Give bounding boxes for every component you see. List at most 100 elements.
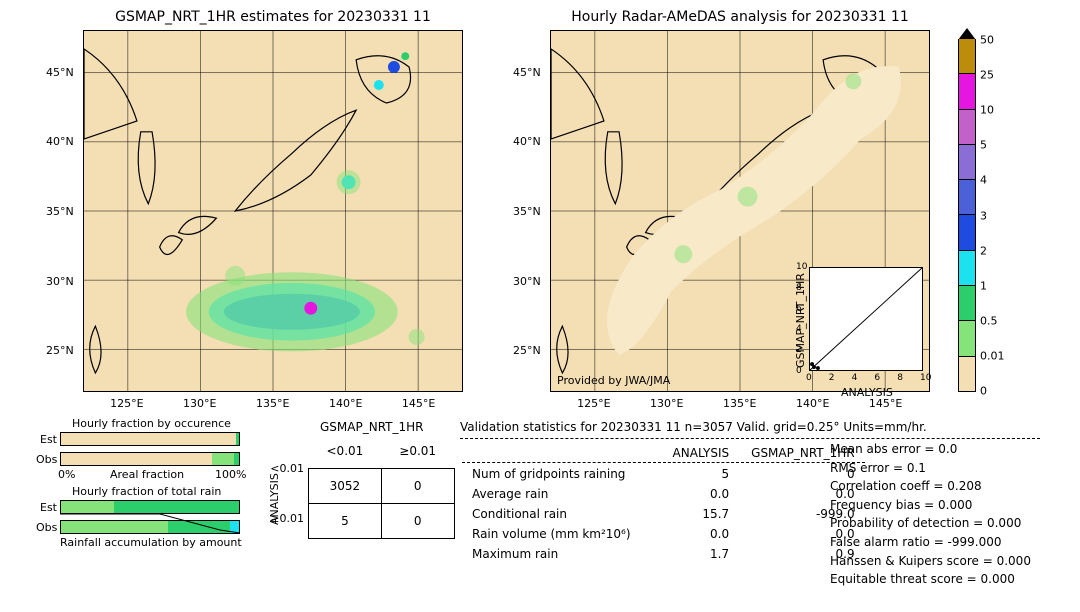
xtick: 125°E — [577, 397, 610, 410]
cont-c11: 0 — [381, 504, 454, 539]
bar-segment — [61, 501, 114, 513]
bar-segment — [61, 453, 212, 465]
validation-metric: Mean abs error = 0.0 — [830, 440, 1031, 459]
colorbar-segment — [958, 215, 976, 250]
colorbar-label: 0 — [980, 385, 987, 398]
bar-segment — [61, 521, 168, 533]
validation-right: Mean abs error = 0.0RMS error = 0.1Corre… — [830, 440, 1031, 589]
validation-metric: Frequency bias = 0.000 — [830, 496, 1031, 515]
bar-segment — [114, 501, 239, 513]
colorbar-label: 3 — [980, 209, 987, 222]
cont-c10: 5 — [309, 504, 382, 539]
provided-label: Provided by JWA/JMA — [557, 374, 670, 387]
colorbar-label: 2 — [980, 244, 987, 257]
cont-col1: <0.01 — [309, 434, 382, 469]
validation-header: Validation statistics for 20230331 11 n=… — [460, 418, 1040, 439]
colorbar-label: 50 — [980, 34, 994, 47]
hourly-total-title: Hourly fraction of total rain — [72, 485, 221, 498]
colorbar-segment — [958, 286, 976, 321]
bar-segment — [212, 453, 233, 465]
total-est-bar — [60, 500, 240, 514]
scatter-xtick: 0 — [806, 373, 812, 383]
hourly-occurence-title: Hourly fraction by occurence — [72, 417, 231, 430]
scatter-xtick: 10 — [920, 373, 931, 383]
obs-label: Obs — [36, 453, 57, 466]
occurence-obs-bar — [60, 452, 240, 466]
colorbar-segment — [958, 180, 976, 215]
ytick: 40°N — [513, 135, 541, 148]
xtick: 140°E — [796, 397, 829, 410]
xtick: 130°E — [650, 397, 683, 410]
xtick: 145°E — [869, 397, 902, 410]
bar-segment — [168, 521, 230, 533]
validation-metric: RMS error = 0.1 — [830, 459, 1031, 478]
colorbar-segment — [958, 74, 976, 109]
colorbar-label: 5 — [980, 139, 987, 152]
ytick: 45°N — [46, 66, 74, 79]
scatter-xtick: 4 — [852, 373, 858, 383]
validation-metric: Correlation coeff = 0.208 — [830, 477, 1031, 496]
est-label: Est — [40, 433, 57, 446]
validation-table: ANALYSISGSMAP_NRT_1HRNum of gridpoints r… — [460, 442, 867, 565]
occ-xleft: 0% — [58, 468, 75, 481]
xtick: 135°E — [256, 397, 289, 410]
ytick: 25°N — [46, 344, 74, 357]
bar-segment — [61, 433, 236, 445]
colorbar-segment — [958, 357, 976, 392]
colorbar-label: 0.01 — [980, 349, 1005, 362]
colorbar-label: 25 — [980, 69, 994, 82]
ytick: 35°N — [513, 205, 541, 218]
occurence-est-bar — [60, 432, 240, 446]
cont-row1: <0.01 — [270, 462, 304, 475]
colorbar-segment — [958, 145, 976, 180]
bar-segment — [230, 521, 239, 533]
colorbar-label: 1 — [980, 279, 987, 292]
scatter-ytick: 4 — [796, 324, 802, 334]
colorbar-segment — [958, 110, 976, 145]
validation-metric: Hanssen & Kuipers score = 0.000 — [830, 552, 1031, 571]
total-bottom-label: Rainfall accumulation by amount — [60, 536, 242, 549]
ytick: 45°N — [513, 66, 541, 79]
obs-label-2: Obs — [36, 521, 57, 534]
ytick: 40°N — [46, 135, 74, 148]
colorbar-label: 10 — [980, 104, 994, 117]
validation-metric: Probability of detection = 0.000 — [830, 514, 1031, 533]
cont-c01: 0 — [381, 469, 454, 504]
occ-xright: 100% — [215, 468, 246, 481]
map-right-title: Hourly Radar-AMeDAS analysis for 2023033… — [551, 9, 929, 25]
colorbar-segment — [958, 321, 976, 356]
scatter-xtick: 2 — [829, 373, 835, 383]
xtick: 130°E — [183, 397, 216, 410]
map-right: Hourly Radar-AMeDAS analysis for 2023033… — [550, 30, 930, 392]
ytick: 30°N — [513, 275, 541, 288]
map-left: GSMAP_NRT_1HR estimates for 20230331 11 … — [83, 30, 463, 392]
scatter-xtick: 6 — [874, 373, 880, 383]
scatter-ytick: 8 — [796, 283, 802, 293]
bar-segment — [236, 433, 239, 445]
cont-c00: 3052 — [309, 469, 382, 504]
scatter-ytick: 2 — [796, 345, 802, 355]
xtick: 145°E — [402, 397, 435, 410]
colorbar: 502510543210.50.010 — [958, 28, 976, 393]
ytick: 35°N — [46, 205, 74, 218]
bar-segment — [234, 453, 239, 465]
scatter-ytick: 10 — [796, 262, 807, 272]
map-left-svg — [84, 31, 462, 391]
cont-row2: ≥0.01 — [270, 512, 304, 525]
est-label-2: Est — [40, 501, 57, 514]
occ-xmid: Areal fraction — [110, 468, 184, 481]
scatter-svg — [810, 268, 922, 370]
total-obs-bar — [60, 520, 240, 534]
colorbar-segment — [958, 39, 976, 74]
map-left-title: GSMAP_NRT_1HR estimates for 20230331 11 — [84, 9, 462, 25]
xtick: 125°E — [110, 397, 143, 410]
cont-header: GSMAP_NRT_1HR — [320, 420, 423, 434]
validation-metric: Equitable threat score = 0.000 — [830, 570, 1031, 589]
scatter-ytick: 0 — [796, 366, 802, 376]
xtick: 135°E — [723, 397, 756, 410]
cont-col2: ≥0.01 — [381, 434, 454, 469]
validation-metric: False alarm ratio = -999.000 — [830, 533, 1031, 552]
xtick: 140°E — [329, 397, 362, 410]
scatter-inset: ANALYSISGSMAP_NRT_1HR02468100246810 — [809, 267, 923, 371]
ytick: 25°N — [513, 344, 541, 357]
